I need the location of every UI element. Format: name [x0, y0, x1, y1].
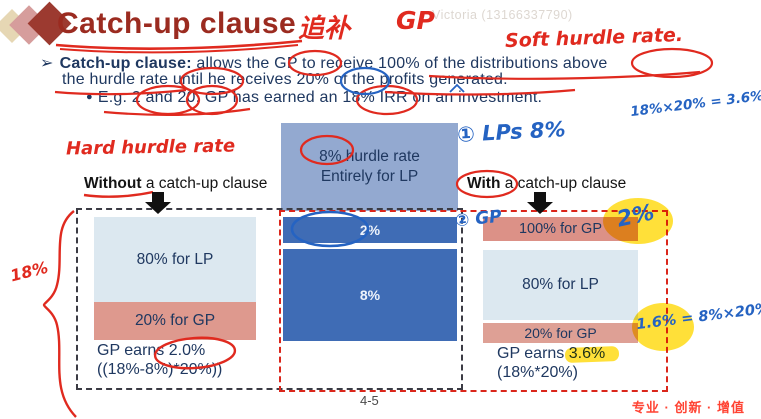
without-dashed-frame [76, 208, 463, 390]
bullet3-text: E.g. 2 and 20, GP has earned an 18% IRR … [97, 89, 543, 106]
page-title: Catch-up clause [57, 7, 297, 40]
bullet1-text: allows the GP to receive 100% of the dis… [191, 55, 608, 72]
hw-zhuibu: 追补 [298, 14, 351, 44]
highlight-2pct [603, 198, 673, 244]
footer-slogan: 专业 · 创新 · 增值 [631, 400, 745, 415]
title-underline-stroke [55, 39, 303, 50]
title-underline-stroke2 [59, 44, 299, 54]
bullet-line-1: ➢ Catch-up clause: allows the GP to recei… [40, 53, 608, 73]
hw-gp-red: GP [396, 6, 435, 35]
arrow-bullet-icon: ➢ [40, 55, 54, 72]
highlight-3-6pct [564, 346, 620, 363]
right-lp-box: 80% for LP [483, 250, 638, 320]
hw-brace-18pct: 18% [8, 257, 51, 286]
page-number: 4-5 [360, 393, 379, 408]
hurdle-box-line2: Entirely for LP [320, 168, 419, 185]
without-label: Without a catch-up clause [84, 175, 267, 193]
with-label: With a catch-up clause [467, 175, 626, 193]
right-formula-line: (18%*20%) [497, 363, 578, 381]
left-gp-box: 20% for GP [94, 302, 256, 340]
with-dashed-frame [279, 210, 668, 392]
hw-calc-18x20: 18%×20% = 3.6% [629, 87, 761, 121]
hw-lps-8pct: ① LPs 8% [456, 117, 567, 147]
right-gp-box: 20% for GP [483, 323, 638, 343]
red-brace-left [42, 210, 77, 418]
underline-eg-2-and-20 [103, 107, 251, 116]
bullet1-term: Catch-up clause: [59, 55, 192, 72]
without-word: Without [84, 175, 142, 192]
bullet-line-2: the hurdle rate until he receives 20% of… [62, 71, 508, 88]
highlight-1-6pct [632, 303, 694, 351]
middle-8pct-segment: 8% [283, 249, 457, 341]
circle-above [630, 47, 714, 79]
dot-bullet-icon: ● [86, 91, 93, 103]
without-rest: a catch-up clause [141, 175, 268, 192]
hurdle-rate-box: 8% hurdle rate Entirely for LP [281, 123, 458, 211]
watermark: Victoria (13166337790) [432, 8, 573, 22]
with-rest: a catch-up clause [500, 175, 627, 192]
hw-soft-hurdle-rate: Soft hurdle rate. [504, 23, 684, 53]
bullet-line-3: ● E.g. 2 and 20, GP has earned an 18% IRR… [86, 89, 542, 107]
hurdle-box-line1: 8% hurdle rate [319, 147, 420, 165]
left-lp-box: 80% for LP [94, 217, 256, 302]
with-word: With [467, 175, 501, 192]
hw-hard-hurdle-rate: Hard hurdle rate [65, 135, 236, 160]
